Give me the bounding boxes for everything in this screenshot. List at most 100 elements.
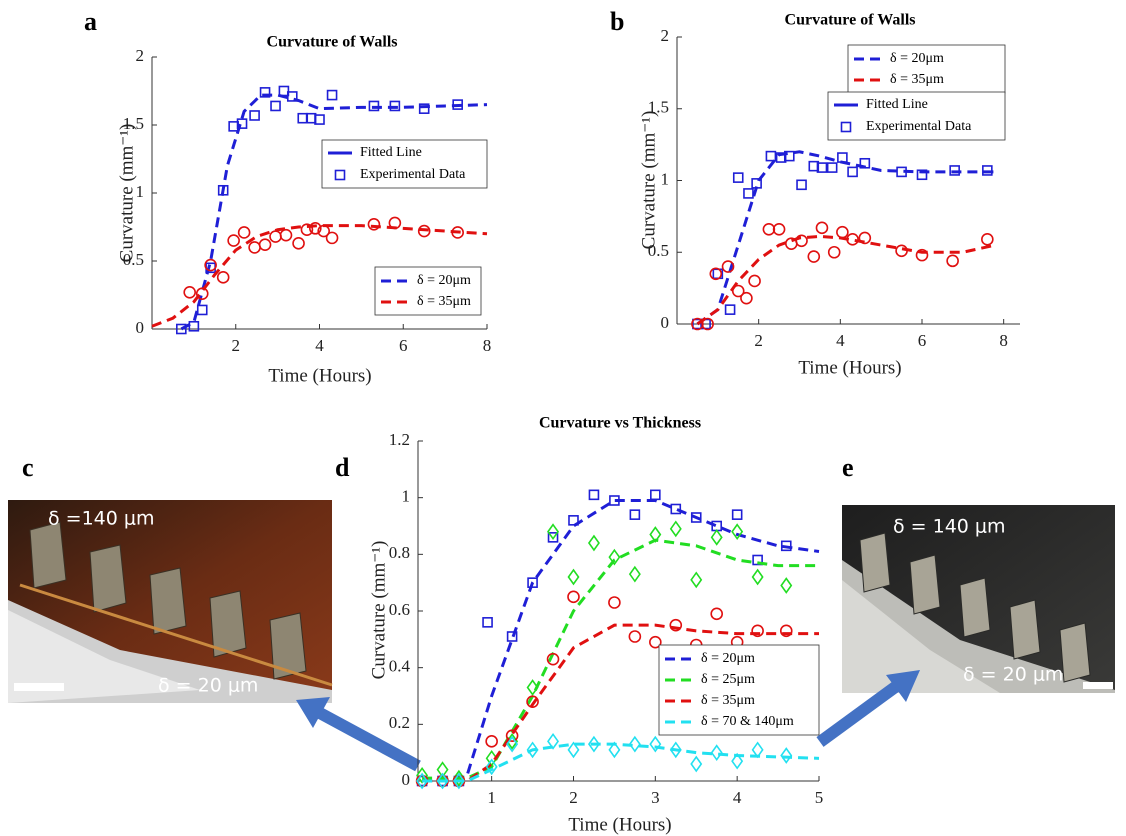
y-tick-label: 0.6 xyxy=(389,600,410,619)
marker xyxy=(260,239,271,250)
x-tick-label: 3 xyxy=(651,788,660,807)
panel-label: e xyxy=(842,453,854,482)
marker xyxy=(982,234,993,245)
y-tick-label: 0.2 xyxy=(389,713,410,732)
y-axis-label: Curvature (mm⁻¹) xyxy=(116,124,137,263)
legend-label: δ = 20μm xyxy=(890,51,944,66)
y-tick-label: 0 xyxy=(402,770,411,789)
x-tick-label: 4 xyxy=(836,331,845,350)
marker xyxy=(651,490,660,499)
marker xyxy=(239,227,250,238)
fitted-line xyxy=(422,501,819,782)
photo-bottom-label: δ = 20 μm xyxy=(158,675,258,697)
marker xyxy=(197,288,208,299)
y-axis-label: Curvature (mm⁻¹) xyxy=(638,111,659,250)
x-axis-label: Time (Hours) xyxy=(268,365,371,386)
marker xyxy=(250,111,259,120)
marker xyxy=(848,167,857,176)
marker xyxy=(218,272,229,283)
marker xyxy=(712,746,722,760)
marker xyxy=(774,224,785,235)
marker xyxy=(629,631,640,642)
marker xyxy=(797,180,806,189)
marker xyxy=(763,224,774,235)
marker xyxy=(368,219,379,230)
y-tick-label: 0 xyxy=(661,313,670,332)
chart-title: Curvature of Walls xyxy=(785,12,916,29)
marker xyxy=(828,163,837,172)
legend-label: Fitted Line xyxy=(360,145,422,160)
marker xyxy=(781,579,791,593)
x-tick-label: 2 xyxy=(569,788,578,807)
photo-top-label: δ =140 μm xyxy=(48,508,155,530)
marker xyxy=(947,255,958,266)
marker xyxy=(816,222,827,233)
marker xyxy=(781,749,791,763)
x-tick-label: 5 xyxy=(815,788,824,807)
marker xyxy=(733,510,742,519)
marker xyxy=(228,235,239,246)
photo-e: δ = 140 μm δ = 20 μm xyxy=(842,505,1115,693)
fitted-line xyxy=(697,236,995,324)
legend-label: Experimental Data xyxy=(360,167,466,182)
y-tick-label: 1 xyxy=(661,169,670,188)
y-tick-label: 0.5 xyxy=(123,250,144,269)
marker xyxy=(271,101,280,110)
marker xyxy=(712,530,722,544)
y-tick-label: 1.5 xyxy=(123,114,144,133)
figure: δ =140 μm δ = 20 μm δ = 140 μm δ = 20 μm… xyxy=(0,0,1126,836)
marker xyxy=(483,618,492,627)
legend-label: Fitted Line xyxy=(866,97,928,112)
chart-title: Curvature of Walls xyxy=(267,34,398,51)
x-tick-label: 2 xyxy=(232,336,241,355)
panel-label: d xyxy=(335,453,350,482)
x-tick-label: 8 xyxy=(999,331,1008,350)
y-tick-label: 0.4 xyxy=(389,657,411,676)
marker xyxy=(671,522,681,536)
marker xyxy=(568,570,578,584)
marker xyxy=(184,287,195,298)
marker xyxy=(691,573,701,587)
x-axis-label: Time (Hours) xyxy=(568,814,671,835)
marker xyxy=(726,305,735,314)
legend-label: δ = 35μm xyxy=(417,294,471,309)
marker xyxy=(753,570,763,584)
marker xyxy=(859,232,870,243)
legend-label: δ = 20μm xyxy=(417,273,471,288)
marker xyxy=(548,525,558,539)
legend-label: δ = 70 & 140μm xyxy=(701,714,794,729)
legend-label: δ = 25μm xyxy=(701,672,755,687)
photo-bottom-label: δ = 20 μm xyxy=(963,664,1063,686)
marker xyxy=(327,232,338,243)
y-tick-label: 1 xyxy=(402,487,411,506)
marker xyxy=(609,597,620,608)
marker xyxy=(270,231,281,242)
x-tick-label: 4 xyxy=(733,788,742,807)
x-tick-label: 4 xyxy=(315,336,324,355)
marker xyxy=(281,230,292,241)
x-tick-label: 1 xyxy=(487,788,496,807)
y-axis-label: Curvature (mm⁻¹) xyxy=(368,541,389,680)
y-tick-label: 1 xyxy=(136,182,145,201)
photo-top-label: δ = 140 μm xyxy=(893,516,1006,538)
marker xyxy=(838,153,847,162)
x-axis-label: Time (Hours) xyxy=(798,357,901,378)
marker xyxy=(249,242,260,253)
marker xyxy=(293,238,304,249)
x-tick-label: 2 xyxy=(754,331,763,350)
marker xyxy=(734,173,743,182)
marker xyxy=(808,251,819,262)
y-tick-label: 2 xyxy=(661,26,670,45)
marker xyxy=(589,490,598,499)
y-tick-label: 1.5 xyxy=(648,98,669,117)
marker xyxy=(766,152,775,161)
legend-label: δ = 35μm xyxy=(890,72,944,87)
marker xyxy=(837,227,848,238)
marker xyxy=(486,736,497,747)
marker xyxy=(630,567,640,581)
marker xyxy=(630,510,639,519)
marker xyxy=(650,737,660,751)
marker xyxy=(328,91,337,100)
marker xyxy=(744,189,753,198)
marker xyxy=(691,757,701,771)
